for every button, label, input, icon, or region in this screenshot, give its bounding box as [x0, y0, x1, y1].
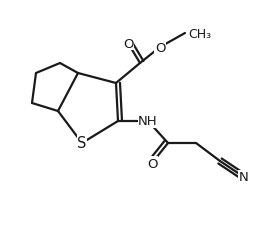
Text: N: N [239, 171, 249, 184]
Text: S: S [77, 136, 87, 151]
Text: O: O [155, 41, 165, 54]
Text: CH₃: CH₃ [188, 27, 211, 40]
Text: NH: NH [138, 115, 158, 128]
Text: O: O [123, 37, 133, 50]
Text: O: O [147, 157, 157, 170]
